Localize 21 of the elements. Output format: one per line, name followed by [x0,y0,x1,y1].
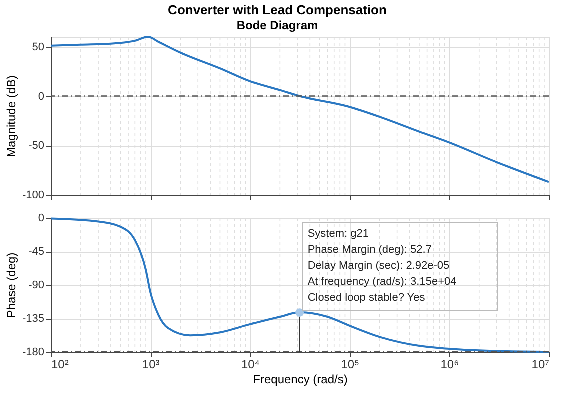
y-tick-label: -50 [28,140,44,152]
y-tick-label: -90 [28,280,44,292]
y-tick-label: 0 [38,212,44,224]
x-tick-label: 10⁷ [532,358,550,372]
x-tick-label: 10⁴ [241,358,260,372]
x-tick-label: 10³ [142,358,160,372]
y-tick-label: -135 [22,313,44,325]
y-tick-label: 50 [32,41,44,54]
chart-subtitle: Bode Diagram [236,18,318,32]
annotation: System: g21 Phase Margin (deg): 52.7 Delay Margin (sec): 2.92e-05 At frequency (rad/s): 3.15e+04 Closed loop stable? Yes [308,228,457,304]
x-tick-label: 10⁵ [341,358,360,372]
y-tick-label: 0 [38,90,44,103]
x-axis-title: Frequency (rad/s) [253,372,348,386]
y-tick-label: -100 [22,190,44,202]
x-tick-label: 10⁶ [440,358,460,372]
chart-title: Converter with Lead Compensation [168,2,387,18]
x-tick-label: 10² [52,358,69,372]
y-axis-title: Phase (deg) [4,252,18,318]
y-axis-title: Magnitude (dB) [4,75,18,158]
y-tick-label: -180 [22,346,44,358]
y-tick-label: -45 [28,246,44,258]
